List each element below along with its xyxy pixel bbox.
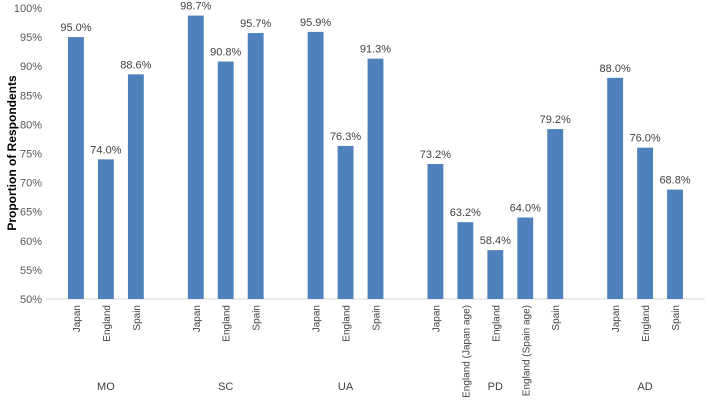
data-label: 90.8% — [210, 47, 241, 59]
data-label: 95.7% — [240, 18, 271, 30]
data-label: 91.3% — [360, 44, 391, 56]
bar — [337, 145, 354, 299]
data-label: 58.4% — [480, 235, 511, 247]
group-label: UA — [338, 381, 354, 393]
bar — [127, 74, 144, 300]
data-labels: 95.0% 74.0% 88.6% 98.7% 90.8% 95.7% 95.9% 76.3%… — [60, 1, 691, 248]
category-label: Spain — [132, 305, 143, 331]
category-label: Spain — [671, 305, 682, 331]
bar — [457, 222, 474, 299]
y-tick-label: 85% — [20, 90, 42, 102]
bar — [427, 163, 444, 299]
category-label: Japan — [431, 305, 442, 332]
y-tick-label: 75% — [20, 149, 42, 161]
data-label: 95.9% — [300, 17, 331, 29]
bar — [68, 37, 84, 299]
bar — [487, 250, 504, 299]
bar — [367, 58, 384, 299]
data-label: 95.0% — [60, 22, 91, 34]
bar — [187, 15, 204, 299]
bar — [97, 159, 114, 299]
category-label: England (Spain age) — [521, 305, 532, 396]
group-label: AD — [637, 381, 652, 393]
category-label: England (Japan age) — [461, 305, 472, 398]
data-label: 68.8% — [659, 175, 690, 187]
bar — [217, 61, 234, 299]
data-label: 79.2% — [540, 114, 571, 126]
bar — [247, 33, 264, 299]
group-label: MO — [97, 381, 115, 393]
group-label: PD — [488, 381, 503, 393]
category-label: Spain — [551, 305, 562, 331]
data-label: 76.3% — [330, 131, 361, 143]
category-label: England — [491, 305, 502, 342]
group-label: SC — [218, 381, 233, 393]
group-labels: MO SC UA PD AD — [97, 381, 653, 393]
category-label: Japan — [312, 305, 323, 332]
bar — [547, 129, 564, 299]
y-tick-label: 95% — [20, 32, 42, 44]
y-tick-label: 55% — [20, 265, 42, 277]
category-label: Spain — [252, 305, 263, 331]
data-label: 63.2% — [450, 207, 481, 219]
data-label: 73.2% — [420, 149, 451, 161]
category-label: Japan — [72, 305, 83, 332]
y-axis-ticks: 50% 55% 60% 65% 70% 75% 80% 85% 90% 95% 100% — [14, 3, 42, 306]
bar — [517, 217, 534, 299]
data-label: 88.6% — [120, 59, 151, 71]
y-tick-label: 50% — [20, 294, 42, 306]
category-label: Spain — [372, 305, 383, 331]
category-label: England — [102, 305, 113, 342]
y-tick-label: 65% — [20, 207, 42, 219]
y-tick-label: 80% — [20, 119, 42, 131]
data-label: 88.0% — [600, 63, 631, 75]
bar — [607, 77, 624, 299]
y-axis-label: Proportion of Respondents — [5, 75, 19, 231]
bar — [307, 31, 324, 299]
bar — [637, 147, 654, 299]
y-tick-label: 60% — [20, 236, 42, 248]
category-labels: Japan England Spain Japan England Spain Japan E… — [72, 305, 682, 398]
bars — [68, 15, 683, 300]
data-label: 74.0% — [90, 144, 121, 156]
data-label: 76.0% — [629, 133, 660, 145]
category-label: Japan — [611, 305, 622, 332]
y-tick-label: 100% — [14, 3, 42, 15]
category-label: Japan — [192, 305, 203, 332]
category-label: England — [222, 305, 233, 342]
data-label: 98.7% — [180, 1, 211, 13]
bar — [667, 189, 683, 299]
y-tick-label: 90% — [20, 61, 42, 73]
category-label: England — [342, 305, 353, 342]
data-label: 64.0% — [510, 203, 541, 215]
category-label: England — [641, 305, 652, 342]
y-tick-label: 70% — [20, 178, 42, 190]
